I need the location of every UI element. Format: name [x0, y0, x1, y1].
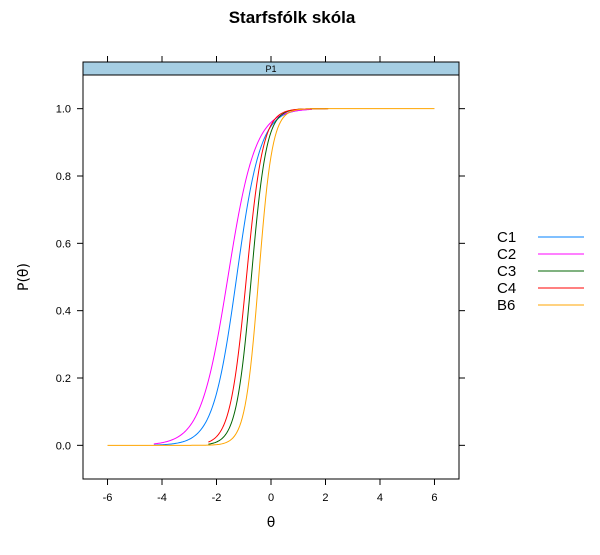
series-line-c3	[208, 108, 329, 445]
series-lines	[107, 108, 435, 446]
y-tick-label: 1.0	[56, 104, 71, 116]
x-axis: -6 -4 -2 0 2 4 6	[103, 56, 438, 504]
y-axis: 0.0 0.2 0.4 0.6 0.8 1.0	[56, 104, 465, 452]
y-tick-label: 0.6	[56, 238, 71, 250]
legend-label: C3	[497, 263, 516, 280]
y-tick-label: 0.0	[56, 440, 71, 452]
x-tick-label: 4	[377, 492, 383, 504]
plot-frame	[82, 74, 460, 480]
series-line-c4	[208, 108, 329, 443]
series-line-c1	[153, 108, 312, 446]
x-tick-label: -6	[103, 492, 113, 504]
legend-label: C4	[497, 280, 516, 297]
x-tick-label: -4	[157, 492, 167, 504]
series-line-b6	[107, 108, 435, 446]
legend-label: C1	[497, 229, 516, 246]
y-tick-label: 0.8	[56, 171, 71, 183]
chart-title: Starfsfólk skóla	[229, 8, 356, 27]
y-tick-label: 0.2	[56, 373, 71, 385]
legend-label: B6	[497, 297, 515, 314]
x-tick-label: -2	[212, 492, 222, 504]
y-axis-label: P(θ)	[16, 263, 32, 291]
x-tick-label: 0	[268, 492, 274, 504]
y-tick-label: 0.4	[56, 306, 71, 318]
x-tick-label: 6	[431, 492, 437, 504]
x-tick-label: 2	[322, 492, 328, 504]
legend-label: C2	[497, 246, 516, 263]
panel-label: P1	[265, 64, 276, 74]
x-axis-label: θ	[267, 515, 276, 531]
series-line-c2	[153, 108, 312, 445]
